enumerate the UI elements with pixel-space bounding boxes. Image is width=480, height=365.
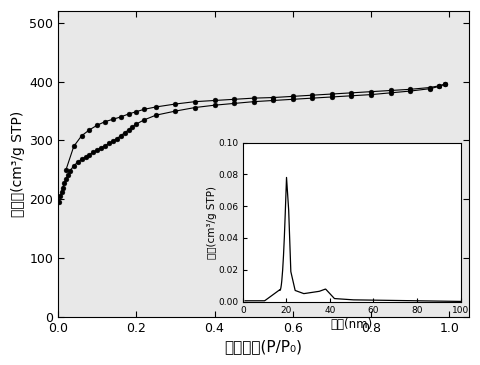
X-axis label: 相对压力(P/P₀): 相对压力(P/P₀) bbox=[224, 339, 302, 354]
Y-axis label: 吸附量(cm³/g STP): 吸附量(cm³/g STP) bbox=[11, 111, 25, 217]
